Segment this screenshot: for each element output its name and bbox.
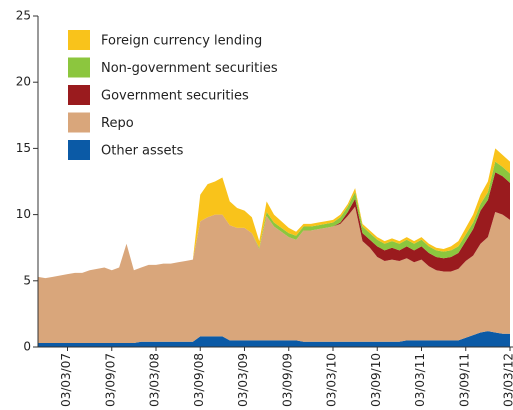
legend-swatch [68,85,90,105]
legend-label: Repo [101,116,134,131]
legend-label: Foreign currency lending [101,34,262,49]
x-tick-label: 03/03/12 [502,353,513,407]
y-tick-label: 15 [16,141,31,155]
x-tick-label: 03/03/11 [413,353,427,407]
x-tick-label: 03/09/10 [369,353,383,407]
y-tick-label: 20 [16,75,31,89]
x-tick-label: 03/09/09 [280,353,294,407]
y-tick-label: 25 [16,9,31,23]
y-tick-label: 10 [16,207,31,221]
area [38,172,510,279]
legend-label: Other assets [101,144,184,159]
legend-swatch [68,30,90,50]
legend-label: Government securities [101,89,249,104]
x-tick-label: 03/03/07 [59,353,73,407]
area [38,331,510,347]
area [38,206,510,344]
y-tick-label: 5 [23,273,31,287]
x-tick-label: 03/03/09 [236,353,250,407]
y-tick-label: 0 [23,340,31,354]
x-tick-label: 03/09/11 [457,353,471,407]
x-tick-label: 03/03/08 [148,353,162,407]
x-tick-label: 03/09/08 [192,353,206,407]
legend-swatch [68,140,90,160]
x-tick-label: 03/03/10 [325,353,339,407]
x-tick-label: 03/09/07 [103,353,117,407]
legend-swatch [68,57,90,78]
legend-label: Non-government securities [101,61,278,76]
legend-swatch [68,112,90,133]
